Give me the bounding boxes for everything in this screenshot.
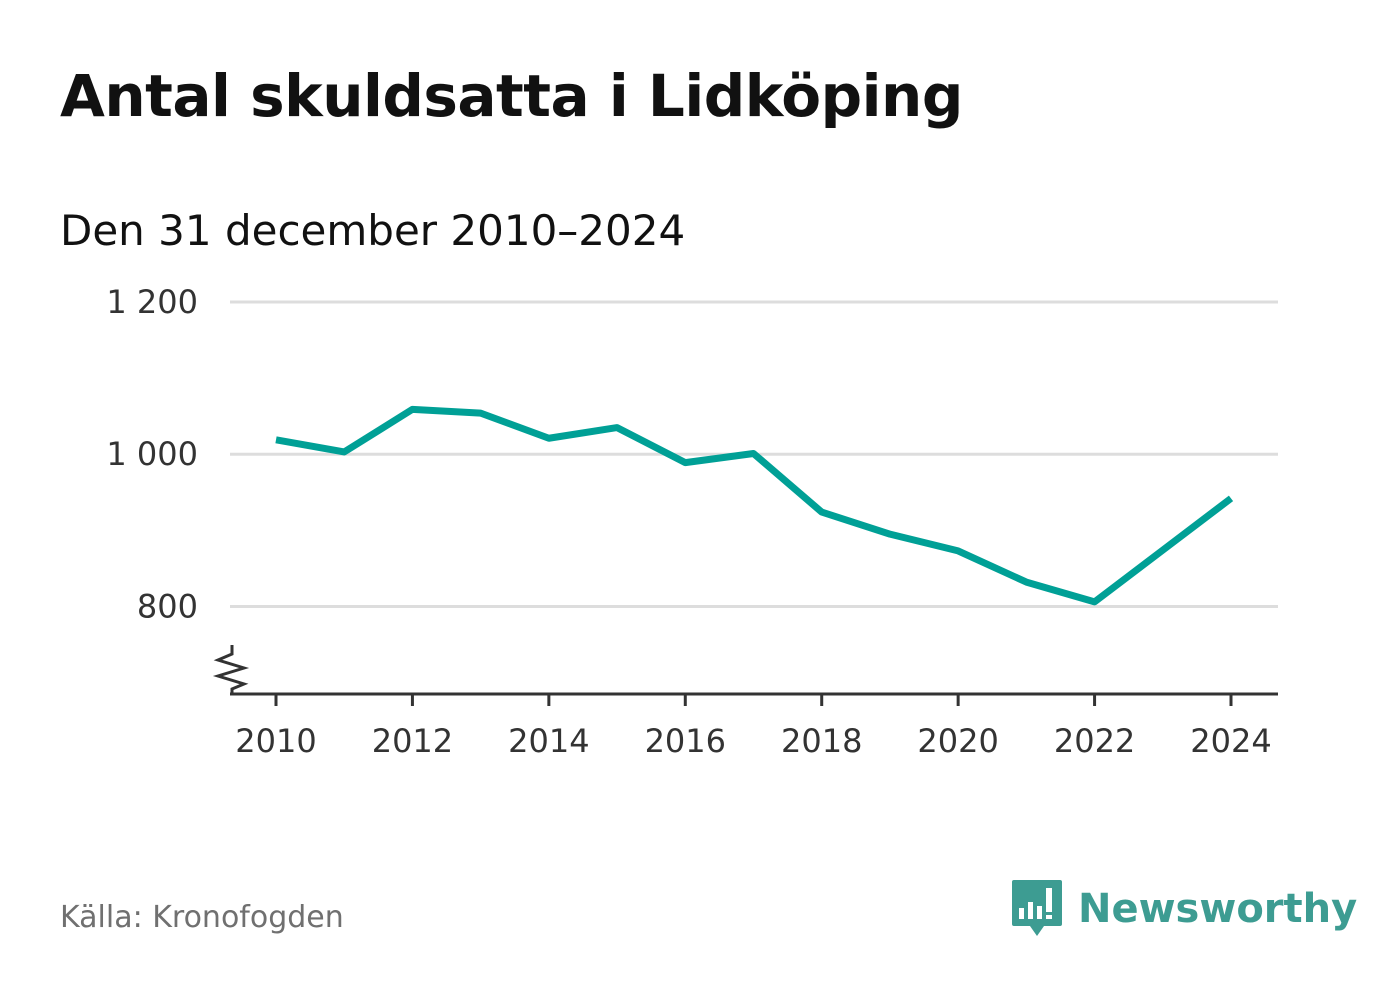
y-tick-label: 1 000	[106, 435, 198, 473]
y-tick-label: 1 200	[106, 283, 198, 321]
x-tick-label: 2014	[508, 722, 589, 760]
series-line	[275, 405, 1234, 606]
x-tick-label: 2020	[917, 722, 998, 760]
x-tick-label: 2016	[645, 722, 726, 760]
x-tick-label: 2022	[1054, 722, 1135, 760]
axis-break-icon	[212, 645, 250, 694]
y-axis-ticks: 800 1 000 1 200	[106, 283, 198, 625]
bar-chart-speech-bubble-icon	[1012, 880, 1062, 936]
brand-name: Newsworthy	[1078, 886, 1358, 932]
series	[275, 405, 1234, 606]
x-tick-label: 2024	[1190, 722, 1271, 760]
x-axis: 2010 2012 2014 2016 2018 2020 2022 2024	[212, 645, 1278, 760]
x-tick-label: 2010	[235, 722, 316, 760]
x-tick-label: 2012	[372, 722, 453, 760]
x-tick-label: 2018	[781, 722, 862, 760]
y-tick-label: 800	[137, 587, 198, 625]
brand-logo: Newsworthy	[1010, 878, 1357, 940]
chart-subtitle: Den 31 december 2010–2024	[60, 206, 686, 255]
chart-title: Antal skuldsatta i Lidköping	[60, 62, 963, 130]
source-note: Källa: Kronofogden	[60, 900, 344, 935]
